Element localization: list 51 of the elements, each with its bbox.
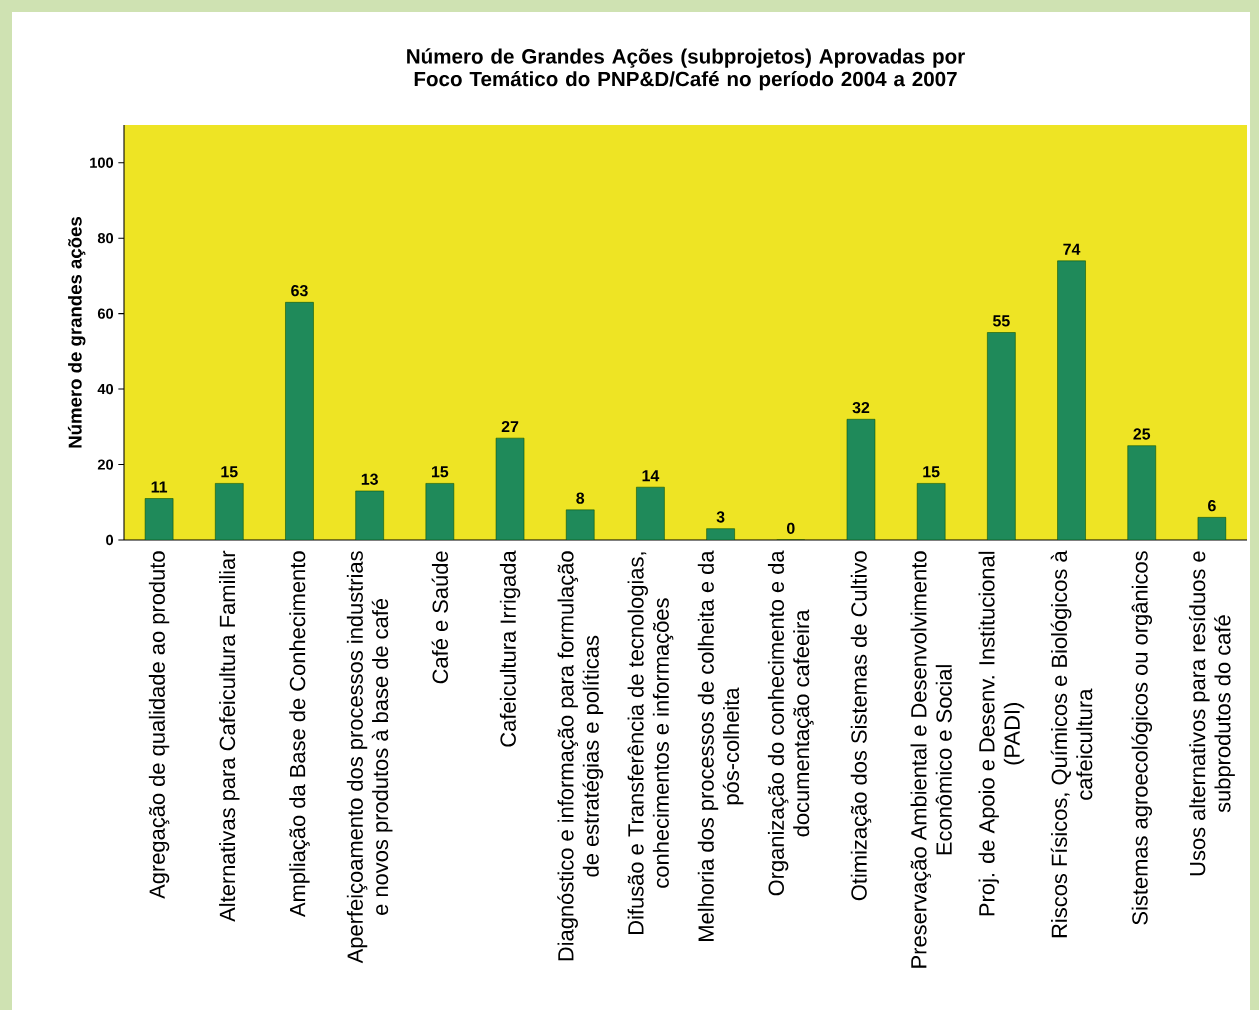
bar [1057, 260, 1086, 540]
bar [425, 483, 455, 540]
data-label: 8 [576, 492, 585, 504]
y-tick-label: 20 [97, 459, 114, 470]
data-label: 0 [786, 522, 795, 534]
bar [565, 509, 595, 540]
x-tick-label: Cafeicultura Irrigada [499, 550, 521, 747]
x-tick-label: Aperfeiçoamento dos processos industrias e novos produtos à base de café [346, 551, 393, 964]
y-tick-label: 60 [97, 308, 114, 319]
data-label: 13 [361, 473, 378, 485]
x-tick-label: Proj. de Apoio e Desenv. Institucional (PADI) [978, 551, 1025, 916]
x-tick-label: Otimização dos Sistemas de Cultivo [850, 551, 872, 901]
x-tick-label: Sistemas agroecológicos ou orgânicos [1131, 551, 1153, 925]
y-tick-label: 40 [97, 383, 114, 395]
x-tick-label: Agregação de qualidade ao produto [148, 551, 170, 899]
data-label: 15 [221, 466, 238, 478]
bar [285, 302, 314, 540]
x-tick-label: Preservação Ambiental e Desenvolvimento Econômico e Social [910, 551, 952, 968]
bar [144, 498, 174, 540]
data-label: 14 [642, 470, 660, 482]
data-label: 32 [852, 401, 870, 414]
x-tick-label: Melhoria dos processos de colheita e da pós-colheita [697, 550, 744, 941]
bar [846, 419, 876, 540]
y-tick-label: 0 [106, 534, 114, 546]
x-tick-label: Diagnóstico e informação para formulação de estratégias e políticas [557, 551, 604, 961]
bar [987, 332, 1016, 540]
bar [636, 486, 665, 540]
y-tick-label: 100 [90, 157, 114, 168]
data-label: 27 [501, 420, 519, 433]
y-tick-label: 80 [97, 233, 114, 244]
x-tick-label: Ampliação da Base de Conhecimento [289, 551, 310, 918]
bar [916, 483, 946, 540]
data-label: 6 [1208, 500, 1216, 512]
data-label: 15 [923, 466, 940, 478]
x-tick-label: Café e Saúde [431, 551, 449, 684]
chart-title: Número de Grandes Ações (subprojetos) Aprovadas por Foco Temático do PNP&D/Café no período 2004 a 2007 [407, 48, 965, 91]
data-label: 25 [1133, 428, 1151, 440]
x-tick-label: Riscos Físicos, Químicos e Biológicos à cafeicultura [1050, 550, 1093, 938]
bar [355, 490, 384, 540]
bar [1127, 445, 1156, 540]
x-tick-label: Alternativas para Cafeicultura Familiar [219, 550, 240, 922]
data-label: 63 [291, 284, 308, 297]
bar [495, 437, 525, 540]
data-label: 55 [992, 315, 1010, 327]
data-label: 15 [431, 466, 449, 478]
x-tick-label: Organização do conhecimento e da documentação cafeeira [767, 550, 814, 896]
y-axis-title: Número de grandes ações [67, 217, 86, 448]
data-label: 74 [1063, 243, 1081, 255]
data-label: 11 [151, 481, 168, 493]
bar [215, 483, 244, 540]
data-label: 3 [716, 511, 725, 523]
